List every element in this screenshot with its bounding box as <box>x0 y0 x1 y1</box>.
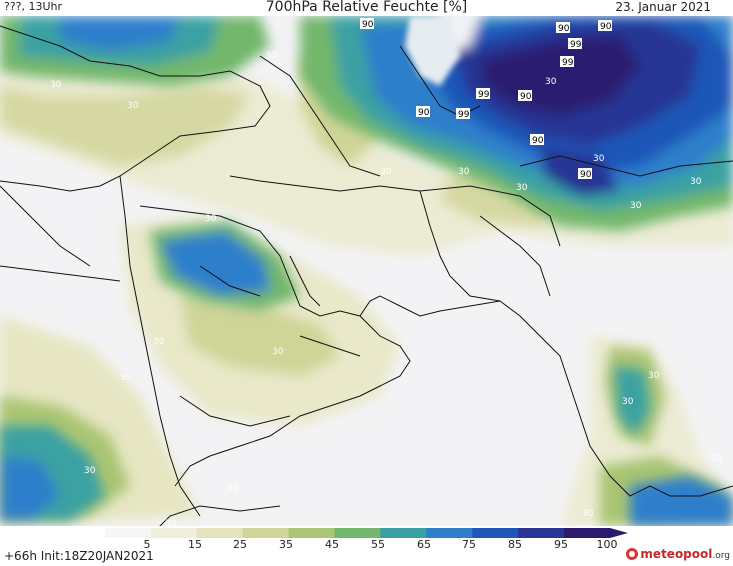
color-scale-segment <box>426 528 473 538</box>
tick-label: 35 <box>279 538 293 551</box>
color-scale-segment <box>334 528 381 538</box>
color-scale-bar <box>105 528 628 538</box>
label-99-c: 99 <box>476 88 490 100</box>
label-30-s: 30 <box>227 483 239 493</box>
label-30-m: 30 <box>153 337 165 347</box>
label-30-o: 30 <box>648 371 660 381</box>
map-header: ???, 13Uhr 700hPa Relative Feuchte [%] 2… <box>0 0 733 16</box>
tick-label: 25 <box>233 538 247 551</box>
label-90-g: 90 <box>578 168 592 180</box>
svg-text:90: 90 <box>362 20 374 30</box>
label-30-u: 30 <box>165 519 177 526</box>
moist-zones <box>0 16 733 526</box>
svg-text:90: 90 <box>532 136 544 146</box>
color-scale-segment <box>518 528 565 538</box>
brand-globe-icon <box>626 548 639 560</box>
tick-label: 65 <box>417 538 431 551</box>
label-30-t: 30 <box>582 509 594 519</box>
svg-text:99: 99 <box>562 58 574 68</box>
location-time: ???, 13Uhr <box>4 0 63 13</box>
svg-text:99: 99 <box>570 40 582 50</box>
label-30-l: 30 <box>272 347 284 357</box>
humidity-map: 90 90 90 99 99 99 99 90 90 90 90 30 30 3… <box>0 16 733 526</box>
color-scale-segment <box>150 528 198 538</box>
svg-text:90: 90 <box>558 24 570 34</box>
label-30-a: 30 <box>265 51 277 61</box>
label-30-g: 30 <box>458 167 470 177</box>
label-30-i: 30 <box>690 177 702 187</box>
caspian-patch <box>405 16 460 86</box>
label-30-n: 30 <box>120 373 132 383</box>
label-30-c: 30 <box>127 101 139 111</box>
label-99-b: 99 <box>560 56 574 68</box>
color-scale-segment <box>380 528 427 538</box>
contour-labels: 90 90 90 99 99 99 99 90 90 90 90 30 30 3… <box>50 18 722 526</box>
color-scale-ticks: 5 15 25 35 45 55 65 75 85 95 100 <box>0 538 733 552</box>
label-30-r: 30 <box>84 466 96 476</box>
label-90-b: 90 <box>556 22 570 34</box>
forecast-init-info: +66h Init:18Z20JAN2021 <box>4 549 154 563</box>
label-90-d: 90 <box>416 106 430 118</box>
tick-label: 85 <box>508 538 522 551</box>
label-90-a: 90 <box>360 18 374 30</box>
label-30-b: 30 <box>50 80 62 90</box>
label-90-c: 90 <box>598 20 612 32</box>
svg-text:90: 90 <box>580 170 592 180</box>
tick-label: 15 <box>188 538 202 551</box>
label-30-j: 30 <box>630 201 642 211</box>
northern-moisture-band <box>300 16 733 231</box>
label-30-p: 30 <box>622 397 634 407</box>
forecast-date: 23. Januar 2021 <box>615 0 711 14</box>
label-30-h: 30 <box>516 183 528 193</box>
label-30-f: 30 <box>380 167 392 177</box>
label-30-q: 30 <box>710 454 722 464</box>
tick-label: 75 <box>462 538 476 551</box>
brand-logo[interactable]: meteopool.org <box>626 547 730 565</box>
color-scale-segment <box>564 528 611 538</box>
label-30-k: 30 <box>205 214 217 224</box>
tick-label: 100 <box>596 538 618 551</box>
tick-label: 5 <box>143 538 151 551</box>
color-scale-segment <box>196 528 244 538</box>
map-canvas: 90 90 90 99 99 99 99 90 90 90 90 30 30 3… <box>0 16 733 526</box>
label-30-e: 30 <box>593 154 605 164</box>
svg-text:90: 90 <box>520 92 532 102</box>
label-90-e: 90 <box>518 90 532 102</box>
label-99-d: 99 <box>456 108 470 120</box>
tick-label: 45 <box>325 538 339 551</box>
brand-tld: .org <box>712 551 730 561</box>
color-scale-segment <box>472 528 519 538</box>
color-scale-arrow <box>610 528 628 538</box>
svg-text:90: 90 <box>418 108 430 118</box>
map-title: 700hPa Relative Feuchte [%] <box>265 0 468 15</box>
label-90-f: 90 <box>530 134 544 146</box>
label-30-d: 30 <box>545 77 557 87</box>
svg-text:99: 99 <box>478 90 490 100</box>
svg-text:99: 99 <box>458 110 470 120</box>
label-99-a: 99 <box>568 38 582 50</box>
tick-label: 55 <box>371 538 385 551</box>
color-scale-segment <box>242 528 290 538</box>
tick-label: 95 <box>554 538 568 551</box>
svg-text:90: 90 <box>600 22 612 32</box>
brand-name: meteopool <box>640 547 713 561</box>
color-scale-segment <box>288 528 336 538</box>
color-scale-segment <box>105 528 152 538</box>
coastlines <box>0 25 733 526</box>
